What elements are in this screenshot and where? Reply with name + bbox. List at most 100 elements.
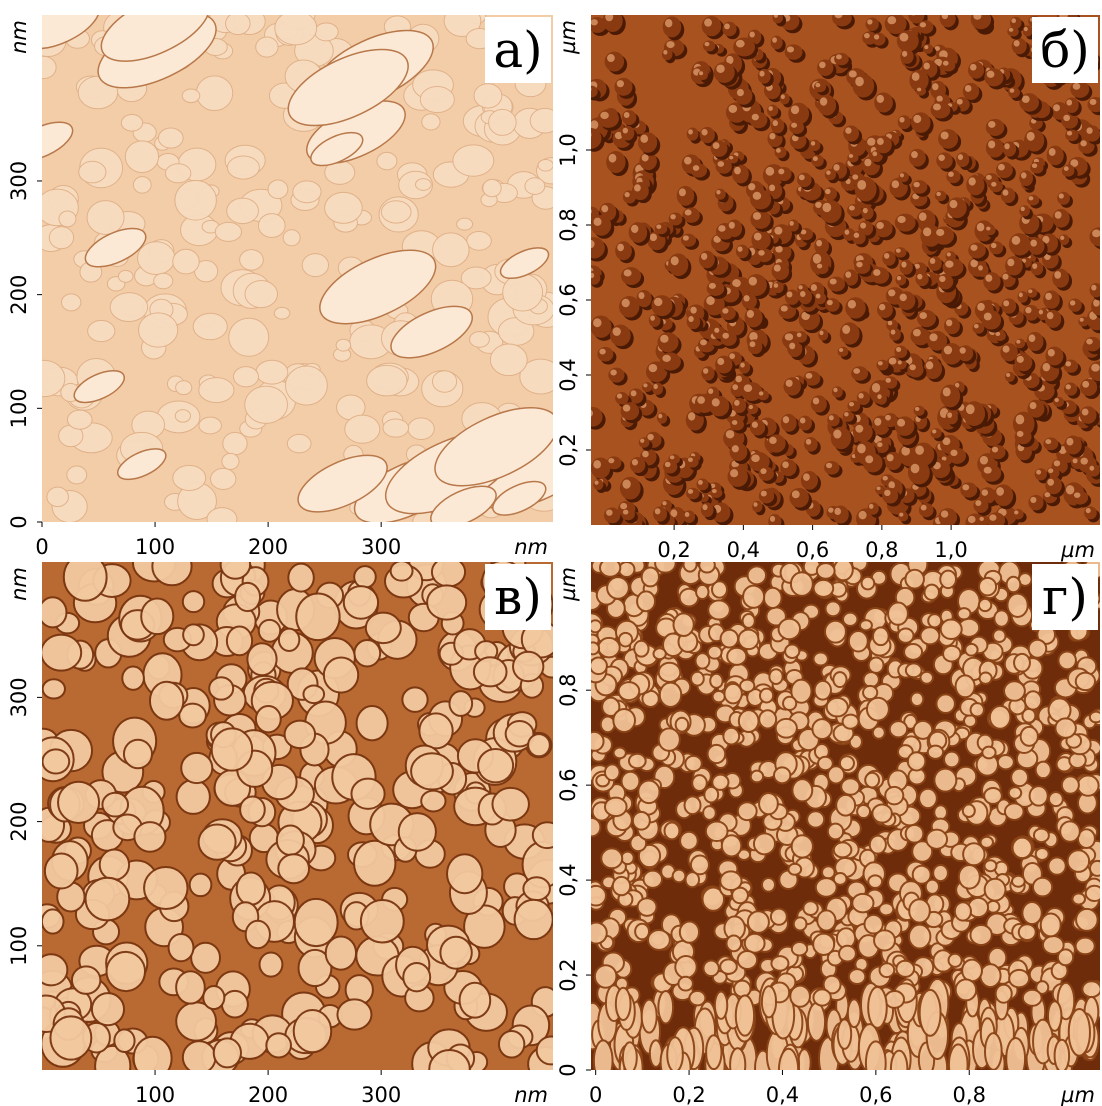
grain [973, 498, 988, 513]
grain [979, 578, 996, 595]
grain [928, 746, 943, 759]
x-tick-label: 0,4 [727, 538, 760, 562]
grain [240, 250, 264, 270]
x-unit: µm [1060, 1083, 1095, 1106]
grain [814, 82, 826, 93]
grain [1043, 290, 1060, 308]
grain [325, 192, 363, 223]
grain [337, 999, 371, 1029]
grain [453, 145, 494, 176]
grain [780, 459, 796, 476]
afm-image [581, 552, 1102, 1092]
grain [923, 44, 933, 54]
grain [986, 138, 1004, 158]
grain [1013, 509, 1024, 520]
grain [890, 721, 907, 737]
grain-highlight [1066, 384, 1071, 389]
grain-highlight [896, 249, 901, 253]
grain [730, 443, 748, 461]
grain [895, 214, 916, 232]
grain-highlight [884, 490, 890, 496]
grain-highlight [1002, 274, 1008, 280]
grain-highlight [859, 511, 867, 519]
grain-highlight [946, 320, 952, 327]
grain [440, 937, 471, 969]
x-tick-label: 0 [35, 535, 48, 559]
grain [727, 467, 747, 487]
grain [680, 921, 699, 942]
grain [100, 850, 129, 880]
grain-highlight [877, 95, 884, 103]
grain [733, 37, 755, 56]
grain [642, 567, 659, 586]
grain [1045, 347, 1063, 366]
grain-highlight [732, 384, 738, 390]
grain [772, 12, 783, 24]
grain [515, 900, 553, 939]
grain [866, 18, 879, 31]
grain [1001, 298, 1016, 313]
grain [235, 583, 260, 611]
grain-highlight [660, 335, 668, 343]
grain [833, 672, 846, 687]
y-tick-label: 0,2 [556, 958, 580, 991]
grain [637, 290, 652, 307]
grain [144, 867, 187, 909]
grain [528, 734, 550, 756]
grain [813, 652, 827, 665]
grain-highlight [606, 509, 613, 515]
grain-highlight [1059, 193, 1064, 198]
grain [715, 356, 732, 374]
grain [834, 559, 853, 580]
grain [429, 1050, 470, 1088]
grain-highlight [752, 114, 759, 121]
grain [963, 843, 984, 865]
grain [118, 270, 133, 282]
grain [706, 1035, 721, 1069]
grain [877, 302, 893, 318]
grain-highlight [869, 504, 873, 509]
grain [785, 44, 803, 59]
grain [634, 641, 648, 657]
grain [483, 179, 501, 196]
grain [840, 322, 860, 344]
grain [764, 588, 782, 608]
grain [759, 793, 778, 814]
y-tick-label: 0,6 [556, 283, 580, 316]
grain-highlight [822, 203, 831, 212]
grain [1023, 25, 1033, 36]
grain-highlight [593, 460, 601, 468]
grain-highlight [632, 459, 638, 465]
grain [606, 151, 625, 173]
grain [934, 769, 956, 792]
grain [909, 899, 930, 922]
grain-highlight [1091, 364, 1100, 372]
grain [981, 310, 1001, 329]
grain [1033, 878, 1052, 897]
grain [1068, 299, 1082, 312]
grain [832, 386, 843, 397]
grain-highlight [1003, 190, 1009, 196]
grain-highlight [1091, 285, 1096, 291]
grain [176, 971, 205, 1003]
grain [226, 13, 251, 35]
grain [812, 719, 831, 739]
grain-highlight [773, 120, 778, 126]
grain-highlight [714, 328, 719, 333]
grain-highlight [718, 161, 725, 167]
grain-highlight [800, 291, 806, 297]
grain-highlight [726, 430, 735, 438]
grain [533, 822, 562, 848]
grain-highlight [813, 254, 821, 264]
grain [88, 320, 115, 341]
grain [996, 162, 1013, 178]
grain [937, 274, 953, 290]
grain [61, 294, 80, 311]
grain-highlight [919, 212, 927, 221]
grain [1000, 343, 1017, 361]
grain-highlight [655, 508, 661, 514]
grain [920, 672, 933, 684]
grain-highlight [1039, 310, 1043, 315]
grain [582, 407, 602, 427]
grain-highlight [693, 165, 700, 171]
